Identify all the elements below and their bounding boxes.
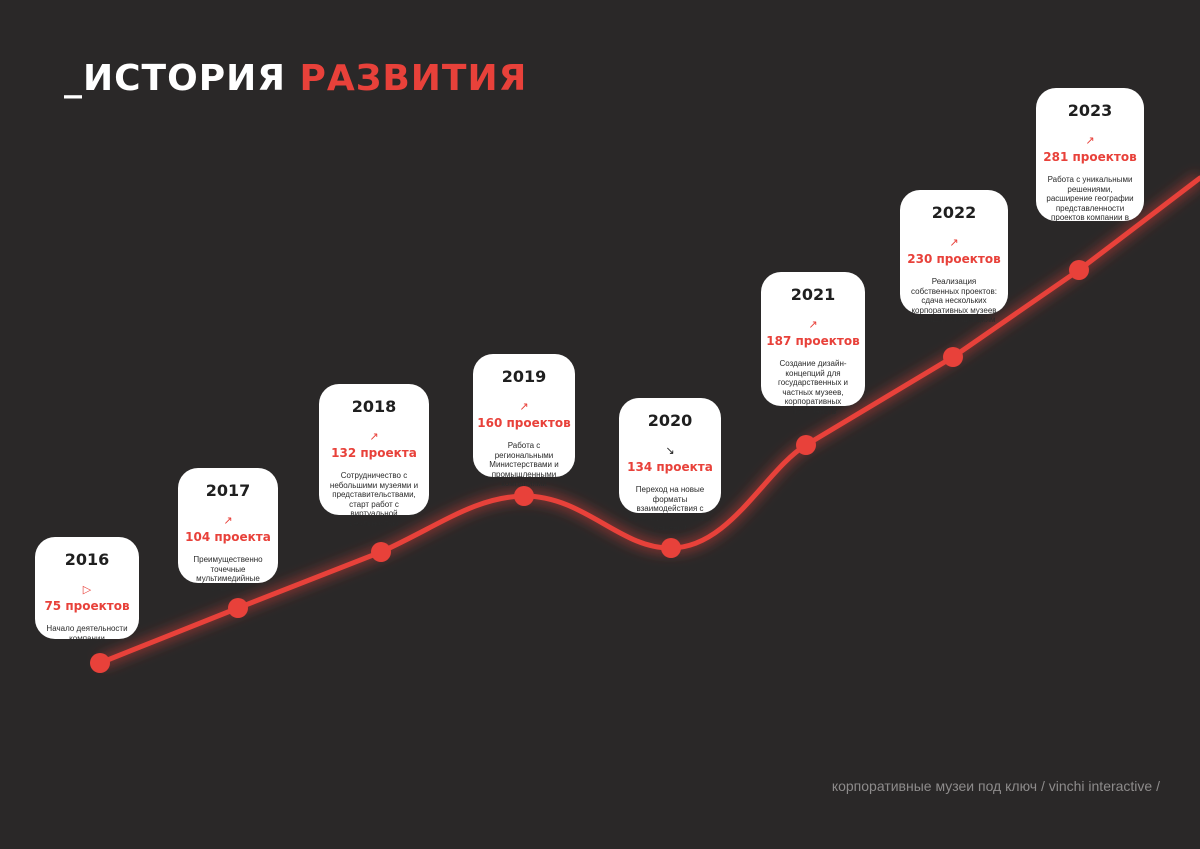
timeline-point-2023	[1069, 260, 1089, 280]
timeline-point-2016	[90, 653, 110, 673]
play-icon: ▷	[82, 583, 92, 596]
milestone-description: Создание дизайн-концепций для государств…	[777, 359, 849, 416]
arrow-up-right-icon: ↗	[369, 430, 379, 443]
milestone-card-2020: 2020 ↘ 134 проекта Переход на новые форматы…	[619, 398, 721, 532]
milestone-description: Начало деятельности компании	[46, 624, 128, 643]
milestone-year: 2018	[351, 397, 397, 416]
milestone-year: 2019	[501, 367, 547, 386]
milestone-card-2016: 2016 ▷ 75 проектов Начало деятельности комп…	[35, 537, 139, 643]
milestone-description: Сотрудничество с небольшими музеями и пр…	[329, 471, 419, 528]
milestone-project-count: 75 проектов	[44, 599, 130, 613]
footer-tagline: корпоративные музеи под ключ / vinchi in…	[831, 778, 1160, 794]
milestone-project-count: 187 проектов	[766, 334, 860, 348]
timeline-curve	[97, 175, 1200, 666]
milestone-description: Переход на новые форматы взаимодействия …	[628, 485, 712, 532]
page-title: _ИСТОРИЯ РАЗВИТИЯ	[64, 58, 527, 99]
milestone-card-2018: 2018 ↗ 132 проекта Сотрудничество с небольш…	[319, 384, 429, 528]
title-part-red: РАЗВИТИЯ	[299, 58, 528, 99]
milestone-year: 2023	[1067, 101, 1113, 120]
timeline-point-2020	[661, 538, 681, 558]
arrow-up-right-icon: ↗	[808, 318, 818, 331]
timeline-point-2018	[371, 542, 391, 562]
milestone-card-2017: 2017 ↗ 104 проекта Преимущественно точечные…	[178, 468, 278, 593]
timeline-point-2022	[943, 347, 963, 367]
milestone-year: 2020	[647, 411, 693, 430]
title-part-white: _ИСТОРИЯ	[64, 58, 286, 99]
milestone-project-count: 132 проекта	[331, 446, 417, 460]
milestone-project-count: 160 проектов	[477, 416, 571, 430]
milestone-project-count: 104 проекта	[185, 530, 271, 544]
arrow-up-right-icon: ↗	[949, 236, 959, 249]
timeline-point-2021	[796, 435, 816, 455]
timeline-point-2017	[228, 598, 248, 618]
milestone-year: 2022	[931, 203, 977, 222]
milestone-card-2021: 2021 ↗ 187 проектов Создание дизайн-концепц…	[761, 272, 865, 416]
milestone-year: 2021	[790, 285, 836, 304]
timeline-point-2019	[514, 486, 534, 506]
milestone-card-2023: 2023 ↗ 281 проектов Работа с уникальными ре…	[1036, 88, 1144, 232]
arrow-down-right-icon: ↘	[665, 444, 675, 457]
milestone-description: Работа с региональными Министерствами и …	[489, 441, 559, 488]
milestone-card-2022: 2022 ↗ 230 проектов Реализация собственных …	[900, 190, 1008, 324]
milestone-project-count: 134 проекта	[627, 460, 713, 474]
milestone-description: Работа с уникальными решениями, расширен…	[1046, 175, 1134, 232]
arrow-up-right-icon: ↗	[1085, 134, 1095, 147]
milestone-project-count: 230 проектов	[907, 252, 1001, 266]
milestone-description: Преимущественно точечные мультимедийные …	[193, 555, 263, 593]
milestone-year: 2016	[64, 550, 110, 569]
milestone-card-2019: 2019 ↗ 160 проектов Работа с региональными …	[473, 354, 575, 488]
arrow-up-right-icon: ↗	[519, 400, 529, 413]
milestone-description: Реализация собственных проектов: сдача н…	[911, 277, 997, 324]
milestone-project-count: 281 проектов	[1043, 150, 1137, 164]
milestone-year: 2017	[205, 481, 251, 500]
arrow-up-right-icon: ↗	[223, 514, 233, 527]
